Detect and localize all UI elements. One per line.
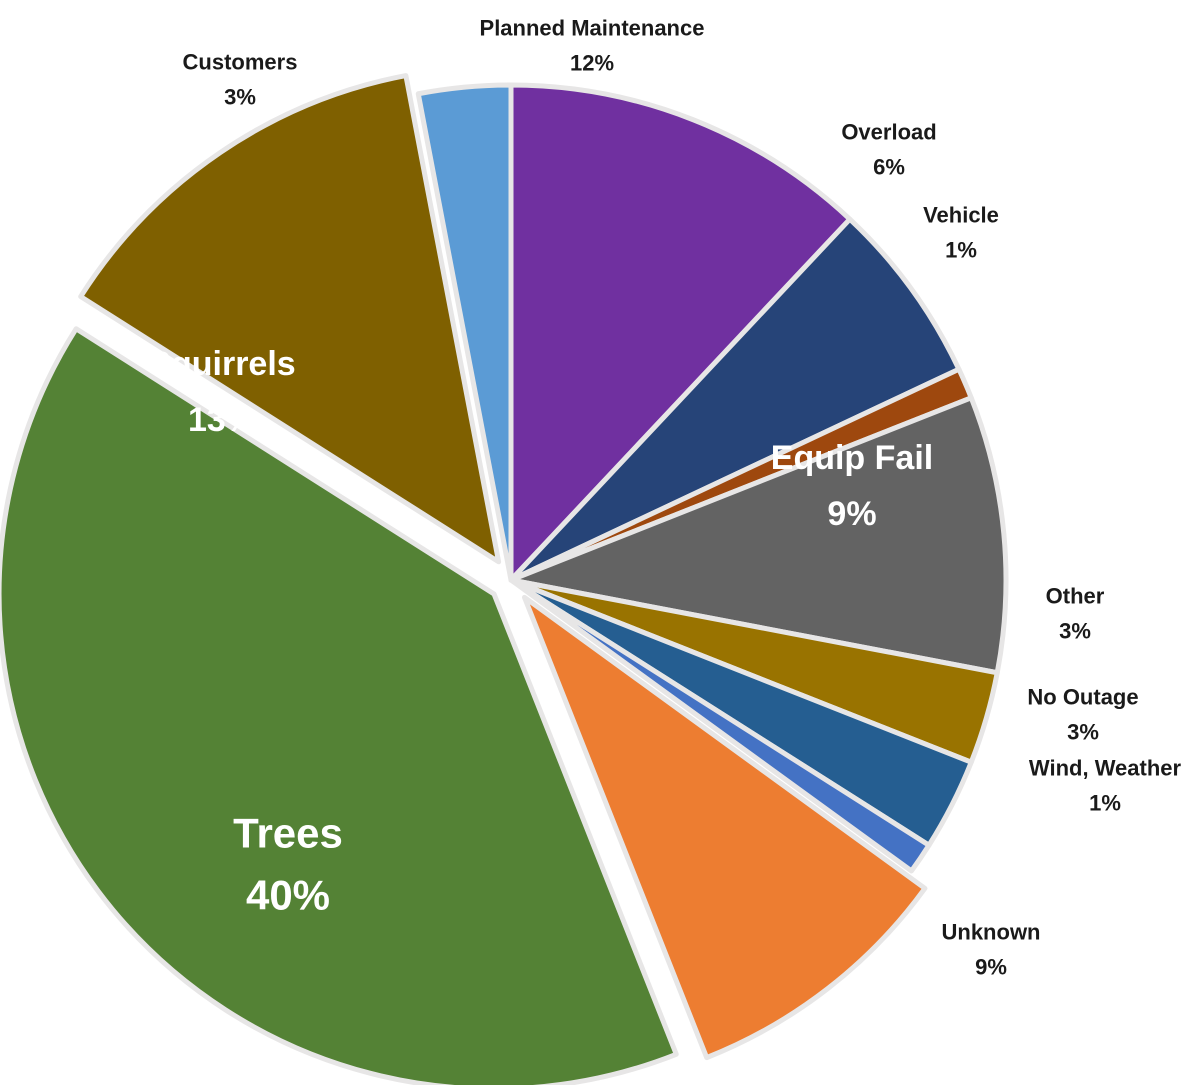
labels-layer: Planned Maintenance 12% Overload 6% Vehicle 1… [148,16,1181,980]
pie-slice-equip-fail [508,395,1009,676]
slices-layer [0,73,1009,1085]
slice-value-label-no-outage: 3% [1067,720,1099,745]
slice-name-label-other: Other [1046,584,1105,609]
slice-name-label-equip-fail: Equip Fail [771,439,933,477]
slice-value-label-vehicle: 1% [945,238,977,263]
slice-name-label-wind-weather: Wind, Weather [1029,756,1182,781]
slice-name-label-squirrels: Squirrels [148,345,295,383]
slice-value-label-customers: 3% [224,85,256,110]
slice-value-label-planned-maintenance: 12% [570,51,614,76]
pie-slice-customers [415,82,514,583]
slice-name-label-unknown: Unknown [942,920,1041,945]
slice-name-label-trees: Trees [233,810,343,857]
slice-name-label-planned-maintenance: Planned Maintenance [480,16,705,41]
slice-name-label-no-outage: No Outage [1027,685,1138,710]
slice-name-label-customers: Customers [183,50,298,75]
slice-value-label-unknown: 9% [975,955,1007,980]
pie-slice-overload [508,216,962,583]
pie-slice-unknown [521,594,928,1061]
pie-slice-trees [0,326,679,1085]
slice-value-label-overload: 6% [873,155,905,180]
slice-value-label-wind-weather: 1% [1089,791,1121,816]
slice-value-label-equip-fail: 9% [827,495,876,533]
pie-slice-squirrels [78,73,502,565]
slice-name-label-overload: Overload [841,120,936,145]
slice-name-label-vehicle: Vehicle [923,203,999,228]
slice-value-label-squirrels: 13% [188,401,256,439]
pie-slice-planned-maintenance [508,82,853,583]
slice-value-label-other: 3% [1059,619,1091,644]
slice-value-label-trees: 40% [246,872,330,919]
pie-slice-wind-weather [508,577,932,874]
